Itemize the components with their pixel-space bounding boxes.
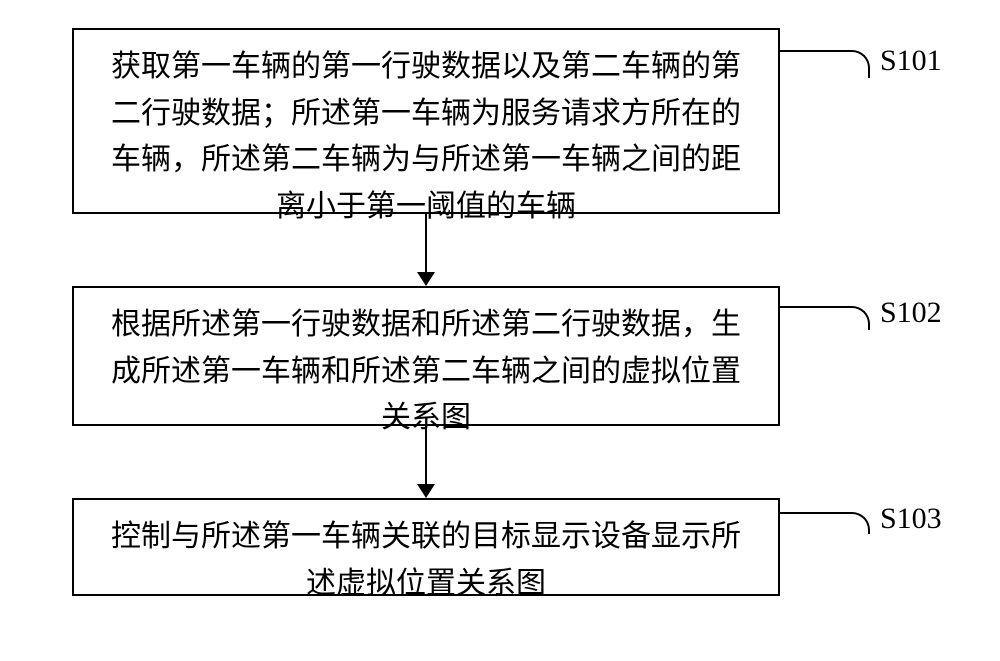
label-connector-icon (780, 306, 870, 330)
flowchart-step-s103: 控制与所述第一车辆关联的目标显示设备显示所述虚拟位置关系图 (72, 498, 780, 596)
label-connector-icon (780, 512, 870, 534)
step-text: 获取第一车辆的第一行驶数据以及第二车辆的第二行驶数据；所述第一车辆为服务请求方所… (98, 44, 754, 230)
step-text: 控制与所述第一车辆关联的目标显示设备显示所述虚拟位置关系图 (98, 514, 754, 607)
step-label-s102: S102 (880, 296, 942, 330)
arrow-head-icon (417, 272, 435, 286)
flowchart-step-s102: 根据所述第一行驶数据和所述第二行驶数据，生成所述第一车辆和所述第二车辆之间的虚拟… (72, 286, 780, 426)
step-label-s103: S103 (880, 502, 942, 536)
step-label-s101: S101 (880, 44, 942, 78)
label-connector-icon (780, 50, 870, 78)
arrow-head-icon (417, 484, 435, 498)
step-text: 根据所述第一行驶数据和所述第二行驶数据，生成所述第一车辆和所述第二车辆之间的虚拟… (98, 302, 754, 442)
flowchart-step-s101: 获取第一车辆的第一行驶数据以及第二车辆的第二行驶数据；所述第一车辆为服务请求方所… (72, 28, 780, 214)
